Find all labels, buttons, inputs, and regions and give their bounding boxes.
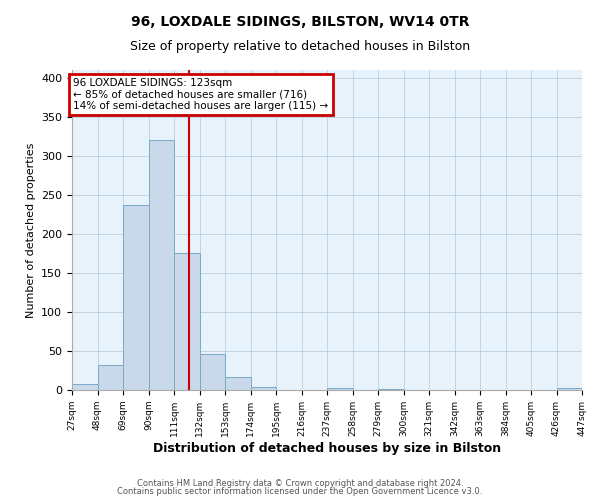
Bar <box>327 388 353 390</box>
Bar <box>251 387 276 390</box>
Text: 96 LOXDALE SIDINGS: 123sqm
← 85% of detached houses are smaller (716)
14% of sem: 96 LOXDALE SIDINGS: 123sqm ← 85% of deta… <box>73 78 328 111</box>
Bar <box>149 140 174 390</box>
Bar <box>123 205 149 390</box>
Text: 96, LOXDALE SIDINGS, BILSTON, WV14 0TR: 96, LOXDALE SIDINGS, BILSTON, WV14 0TR <box>131 15 469 29</box>
Text: Contains HM Land Registry data © Crown copyright and database right 2024.: Contains HM Land Registry data © Crown c… <box>137 478 463 488</box>
Bar <box>378 389 404 390</box>
X-axis label: Distribution of detached houses by size in Bilston: Distribution of detached houses by size … <box>153 442 501 454</box>
Bar <box>199 354 225 390</box>
Bar <box>225 376 251 390</box>
Bar <box>557 388 582 390</box>
Bar <box>174 254 199 390</box>
Text: Size of property relative to detached houses in Bilston: Size of property relative to detached ho… <box>130 40 470 53</box>
Y-axis label: Number of detached properties: Number of detached properties <box>26 142 35 318</box>
Bar <box>97 365 123 390</box>
Bar <box>72 384 97 390</box>
Text: Contains public sector information licensed under the Open Government Licence v3: Contains public sector information licen… <box>118 487 482 496</box>
